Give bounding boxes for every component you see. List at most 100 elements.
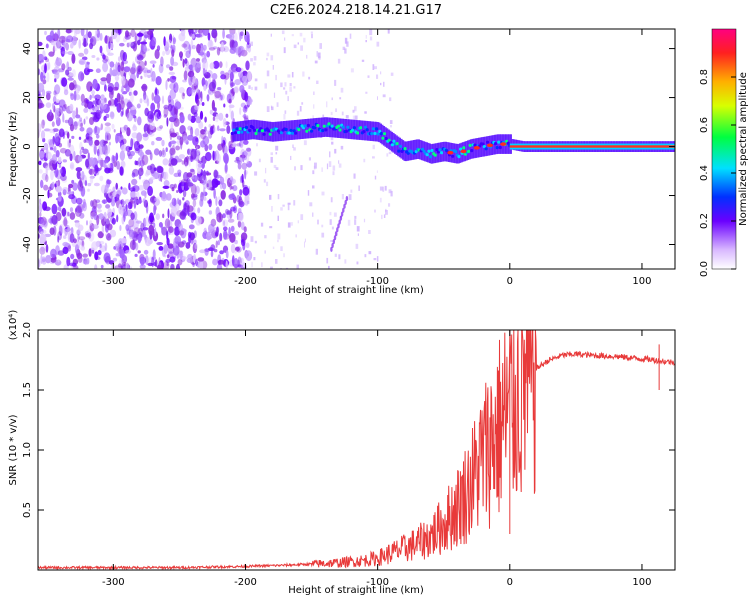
noise-blob: [81, 176, 84, 183]
ridge-dot: [267, 129, 271, 133]
noise-blob: [163, 180, 170, 187]
noise-blob: [169, 146, 173, 158]
ridge-band: [486, 136, 489, 156]
noise-blob: [60, 174, 67, 181]
noise-blob: [216, 226, 219, 237]
noise-blob: [127, 201, 133, 210]
noise-speck: [342, 46, 346, 50]
noise-blob: [119, 166, 124, 176]
noise-blob: [67, 211, 70, 217]
noise-blob: [170, 56, 175, 66]
noise-speck: [338, 160, 340, 164]
noise-blob: [140, 44, 147, 55]
noise-blob: [60, 209, 66, 214]
ridge-dot: [371, 127, 375, 131]
noise-blob: [120, 160, 126, 167]
noise-blob: [46, 111, 54, 122]
noise-blob: [204, 248, 209, 256]
noise-blob: [212, 60, 220, 69]
noise-blob: [58, 131, 62, 141]
x-tick-label: -200: [234, 276, 257, 287]
noise-blob: [45, 102, 52, 108]
ridge-band: [346, 119, 349, 139]
ridge-band: [454, 143, 457, 164]
ridge-hotspot: [460, 149, 467, 154]
noise-blob: [153, 148, 160, 156]
noise-speck: [350, 68, 354, 73]
noise-blob: [196, 58, 200, 62]
noise-blob: [203, 186, 206, 197]
noise-blob: [212, 116, 216, 121]
noise-blob: [117, 64, 121, 73]
noise-blob: [90, 38, 94, 43]
ridge-band: [435, 143, 438, 163]
y-tick-label: 20: [22, 91, 33, 104]
noise-blob: [187, 88, 191, 96]
noise-blob: [69, 207, 74, 213]
noise-blob: [96, 215, 100, 226]
spectrogram-frame: [37, 28, 676, 270]
noise-blob: [208, 180, 213, 191]
noise-speck: [382, 94, 386, 98]
noise-blob: [51, 203, 58, 215]
noise-blob: [88, 231, 95, 242]
noise-blob: [208, 81, 216, 92]
noise-speck: [277, 239, 279, 243]
noise-blob: [100, 80, 107, 86]
noise-speck: [297, 220, 299, 224]
ridge-band: [319, 117, 322, 138]
noise-speck: [379, 197, 382, 203]
noise-blob: [165, 79, 168, 91]
noise-blob: [209, 109, 214, 115]
noise-speck: [321, 191, 325, 196]
noise-blob: [199, 249, 206, 254]
noise-blob: [54, 132, 59, 143]
noise-blob: [92, 100, 96, 105]
noise-blob: [78, 71, 84, 82]
noise-speck: [270, 55, 274, 61]
noise-speck: [303, 140, 307, 146]
noise-blob: [172, 115, 176, 119]
noise-blob: [230, 206, 236, 212]
ridge-dot: [248, 128, 252, 133]
noise-blob: [213, 188, 216, 199]
noise-blob: [171, 187, 175, 192]
noise-blob: [212, 124, 215, 129]
noise-blob: [130, 212, 135, 220]
spectrogram-y-label: Frequency (Hz): [8, 111, 19, 187]
noise-blob: [187, 231, 192, 239]
ridge-dot: [498, 145, 502, 150]
ridge-band: [414, 139, 417, 160]
noise-speck: [275, 145, 279, 151]
noise-blob: [75, 205, 83, 214]
noise-blob: [165, 64, 171, 69]
noise-blob: [99, 45, 103, 54]
noise-blob: [169, 88, 177, 100]
noise-blob: [240, 221, 245, 231]
noise-blob: [211, 185, 215, 191]
noise-blob: [144, 172, 149, 177]
noise-speck: [250, 236, 254, 242]
snr-y-label: SNR (10 * v/v): [8, 414, 19, 485]
ridge-band: [376, 122, 379, 142]
noise-blob: [245, 242, 250, 249]
noise-blob: [187, 134, 194, 141]
noise-speck: [273, 92, 276, 98]
noise-blob: [114, 243, 120, 249]
noise-blob: [176, 190, 179, 193]
noise-blob: [244, 198, 249, 206]
noise-speck: [246, 200, 250, 204]
ridge-band: [370, 121, 373, 141]
noise-blob: [170, 263, 175, 269]
snr-y-ticks: 0.5 1.0 1.5 2.0: [22, 322, 675, 518]
noise-blob: [143, 249, 149, 255]
noise-blob: [68, 183, 74, 189]
noise-speck: [376, 170, 378, 173]
noise-blob: [67, 51, 74, 55]
noise-blob: [63, 89, 69, 96]
noise-blob: [72, 182, 78, 191]
y-tick-label: 0.5: [22, 502, 33, 518]
noise-blob: [40, 130, 46, 140]
noise-blob: [129, 232, 134, 240]
